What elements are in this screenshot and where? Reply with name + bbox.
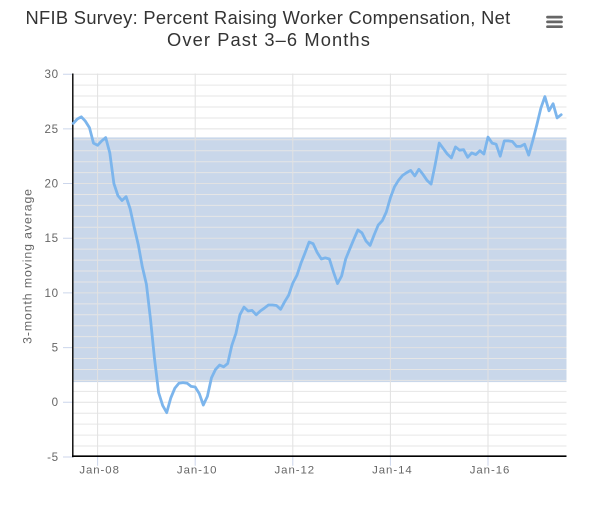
svg-text:Jan-12: Jan-12 — [275, 465, 316, 477]
svg-text:15: 15 — [45, 232, 59, 245]
svg-text:Jan-10: Jan-10 — [177, 465, 218, 477]
svg-text:25: 25 — [45, 123, 59, 136]
svg-text:5: 5 — [52, 342, 59, 355]
svg-text:Jan-14: Jan-14 — [372, 465, 413, 477]
svg-text:0: 0 — [52, 396, 59, 409]
svg-text:20: 20 — [45, 178, 59, 191]
svg-text:Over Past 3–6 Months: Over Past 3–6 Months — [167, 29, 371, 50]
svg-text:Jan-16: Jan-16 — [470, 465, 511, 477]
svg-text:30: 30 — [45, 68, 59, 81]
svg-text:NFIB Survey: Percent Raising W: NFIB Survey: Percent Raising Worker Comp… — [25, 7, 510, 28]
svg-text:-5: -5 — [47, 451, 59, 464]
svg-text:Jan-08: Jan-08 — [79, 465, 120, 477]
svg-text:10: 10 — [45, 287, 59, 300]
svg-text:3-month moving average: 3-month moving average — [21, 188, 35, 344]
